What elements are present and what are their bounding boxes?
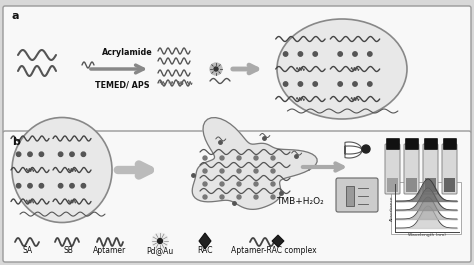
Circle shape	[362, 145, 370, 153]
Text: Pd@Au: Pd@Au	[146, 246, 173, 255]
Bar	[444, 178, 455, 192]
Circle shape	[237, 195, 241, 199]
Text: Aptamer: Aptamer	[93, 246, 127, 255]
FancyBboxPatch shape	[3, 131, 471, 262]
Ellipse shape	[277, 19, 407, 119]
Circle shape	[237, 156, 241, 160]
Circle shape	[28, 152, 32, 156]
Circle shape	[70, 152, 74, 156]
FancyBboxPatch shape	[444, 139, 456, 149]
Polygon shape	[199, 233, 211, 249]
FancyBboxPatch shape	[405, 139, 419, 149]
Circle shape	[271, 156, 275, 160]
Text: b: b	[12, 137, 20, 147]
Circle shape	[298, 82, 302, 86]
Circle shape	[368, 52, 372, 56]
Circle shape	[203, 195, 207, 199]
Circle shape	[254, 156, 258, 160]
Circle shape	[353, 52, 357, 56]
Circle shape	[210, 63, 222, 75]
Polygon shape	[192, 118, 317, 209]
Polygon shape	[345, 142, 362, 158]
Circle shape	[81, 184, 86, 188]
Circle shape	[338, 52, 342, 56]
FancyBboxPatch shape	[3, 6, 471, 133]
Circle shape	[298, 52, 302, 56]
Circle shape	[203, 169, 207, 173]
Text: SB: SB	[63, 246, 73, 255]
Circle shape	[283, 52, 288, 56]
Bar	[425, 178, 436, 192]
Circle shape	[58, 152, 63, 156]
Text: RAC: RAC	[197, 246, 213, 255]
Circle shape	[271, 169, 275, 173]
FancyBboxPatch shape	[386, 139, 400, 149]
Bar	[391, 182, 461, 234]
Circle shape	[157, 238, 163, 244]
Circle shape	[39, 152, 44, 156]
Bar	[406, 178, 417, 192]
Circle shape	[39, 184, 44, 188]
Circle shape	[220, 169, 224, 173]
FancyBboxPatch shape	[425, 139, 438, 149]
Circle shape	[338, 82, 342, 86]
Text: a: a	[12, 11, 19, 21]
FancyBboxPatch shape	[404, 144, 419, 194]
Circle shape	[17, 184, 21, 188]
Text: Absorbance: Absorbance	[390, 195, 394, 221]
Circle shape	[152, 233, 168, 249]
Bar	[346, 186, 354, 206]
Circle shape	[254, 182, 258, 186]
Circle shape	[58, 184, 63, 188]
FancyBboxPatch shape	[423, 144, 438, 194]
Circle shape	[214, 67, 218, 71]
Circle shape	[271, 195, 275, 199]
FancyBboxPatch shape	[385, 144, 400, 194]
Ellipse shape	[12, 117, 112, 223]
Text: Acrylamide: Acrylamide	[102, 48, 153, 57]
FancyBboxPatch shape	[442, 144, 457, 194]
Circle shape	[313, 82, 318, 86]
Circle shape	[283, 82, 288, 86]
Circle shape	[368, 82, 372, 86]
Circle shape	[28, 184, 32, 188]
Circle shape	[313, 52, 318, 56]
Circle shape	[220, 195, 224, 199]
Circle shape	[203, 182, 207, 186]
Text: Aptamer-RAC complex: Aptamer-RAC complex	[231, 246, 317, 255]
Circle shape	[254, 195, 258, 199]
Circle shape	[254, 169, 258, 173]
Circle shape	[220, 182, 224, 186]
FancyBboxPatch shape	[336, 178, 378, 212]
Circle shape	[81, 152, 86, 156]
Circle shape	[353, 82, 357, 86]
Circle shape	[271, 182, 275, 186]
Circle shape	[237, 169, 241, 173]
Polygon shape	[272, 235, 284, 247]
Circle shape	[237, 182, 241, 186]
Text: TEMED/ APS: TEMED/ APS	[95, 81, 150, 90]
Text: TMB+H₂O₂: TMB+H₂O₂	[276, 197, 324, 206]
Circle shape	[70, 184, 74, 188]
Text: Wavelength (nm): Wavelength (nm)	[408, 233, 446, 237]
Circle shape	[220, 156, 224, 160]
Text: SA: SA	[23, 246, 33, 255]
Circle shape	[203, 156, 207, 160]
Circle shape	[17, 152, 21, 156]
Bar	[387, 178, 398, 192]
